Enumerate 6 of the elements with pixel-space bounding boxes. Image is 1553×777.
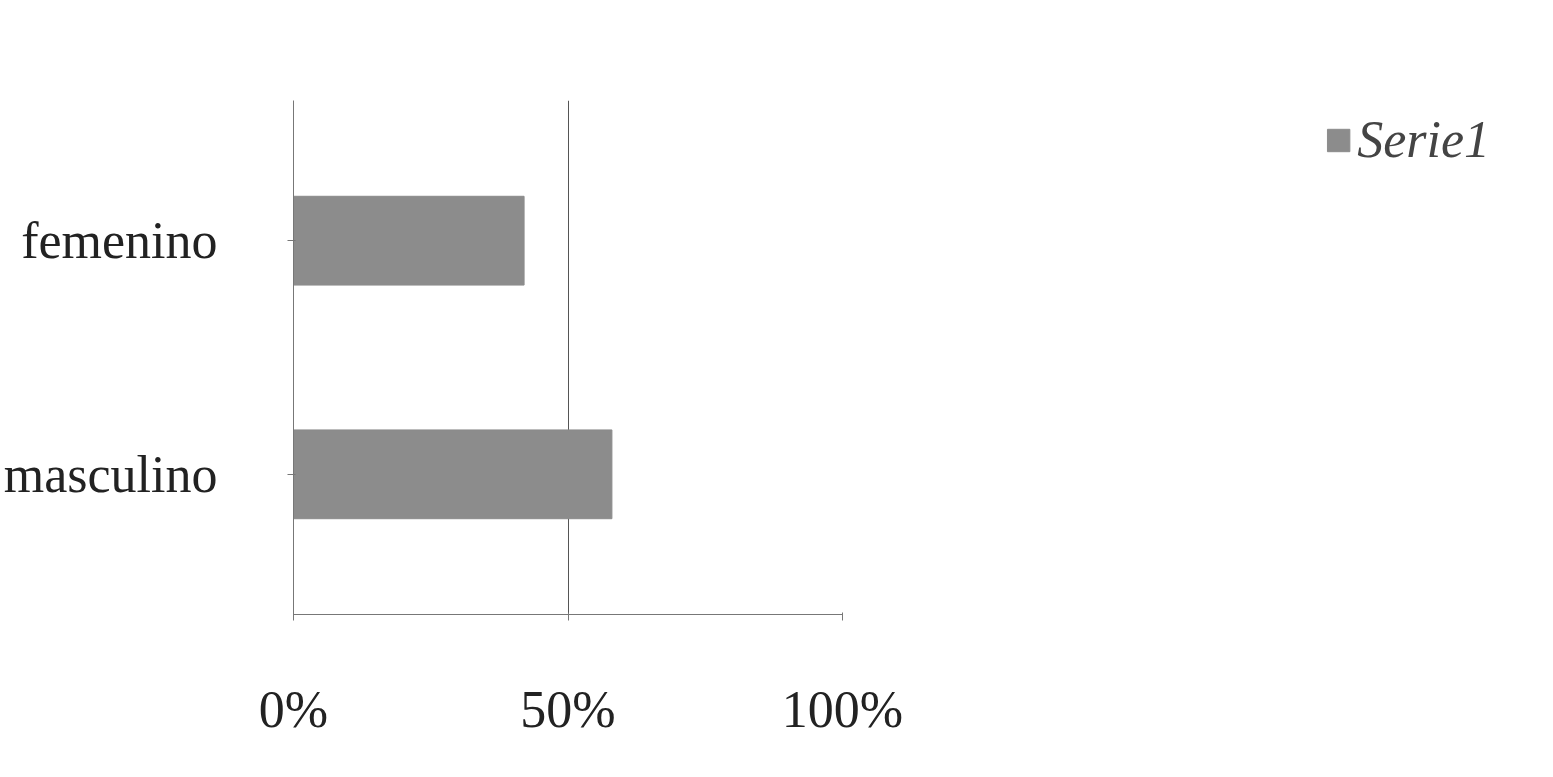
x-tick-label: 100% [781,680,904,738]
y-tick-label: masculino [3,445,218,503]
x-tick-label: 0% [258,680,329,738]
legend-label: Serie1 [1357,110,1490,169]
x-tick-label: 50% [520,680,616,738]
y-tick-label: femenino [21,212,218,270]
